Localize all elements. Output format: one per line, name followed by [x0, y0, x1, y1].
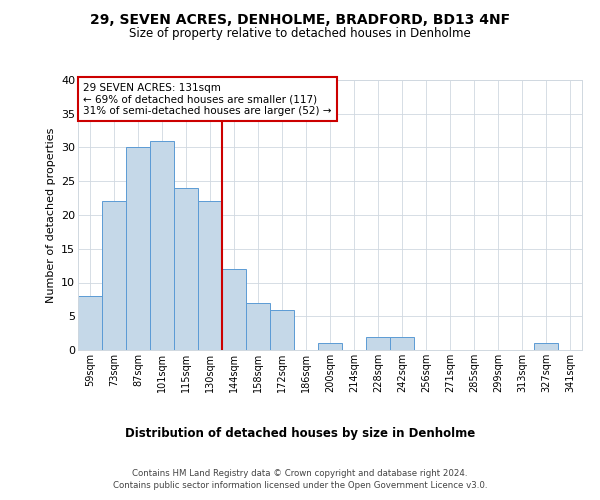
Bar: [78, 296, 102, 350]
Y-axis label: Number of detached properties: Number of detached properties: [46, 128, 56, 302]
Bar: [534, 343, 558, 350]
Bar: [150, 140, 174, 350]
Bar: [318, 343, 342, 350]
Text: 29, SEVEN ACRES, DENHOLME, BRADFORD, BD13 4NF: 29, SEVEN ACRES, DENHOLME, BRADFORD, BD1…: [90, 12, 510, 26]
Bar: [126, 148, 150, 350]
Bar: [390, 336, 414, 350]
Bar: [366, 336, 390, 350]
Bar: [174, 188, 198, 350]
Text: Size of property relative to detached houses in Denholme: Size of property relative to detached ho…: [129, 28, 471, 40]
Bar: [102, 202, 126, 350]
Bar: [270, 310, 294, 350]
Bar: [198, 202, 222, 350]
Text: Contains public sector information licensed under the Open Government Licence v3: Contains public sector information licen…: [113, 481, 487, 490]
Bar: [222, 269, 246, 350]
Text: Contains HM Land Registry data © Crown copyright and database right 2024.: Contains HM Land Registry data © Crown c…: [132, 469, 468, 478]
Text: 29 SEVEN ACRES: 131sqm
← 69% of detached houses are smaller (117)
31% of semi-de: 29 SEVEN ACRES: 131sqm ← 69% of detached…: [83, 82, 332, 116]
Text: Distribution of detached houses by size in Denholme: Distribution of detached houses by size …: [125, 428, 475, 440]
Bar: [246, 302, 270, 350]
